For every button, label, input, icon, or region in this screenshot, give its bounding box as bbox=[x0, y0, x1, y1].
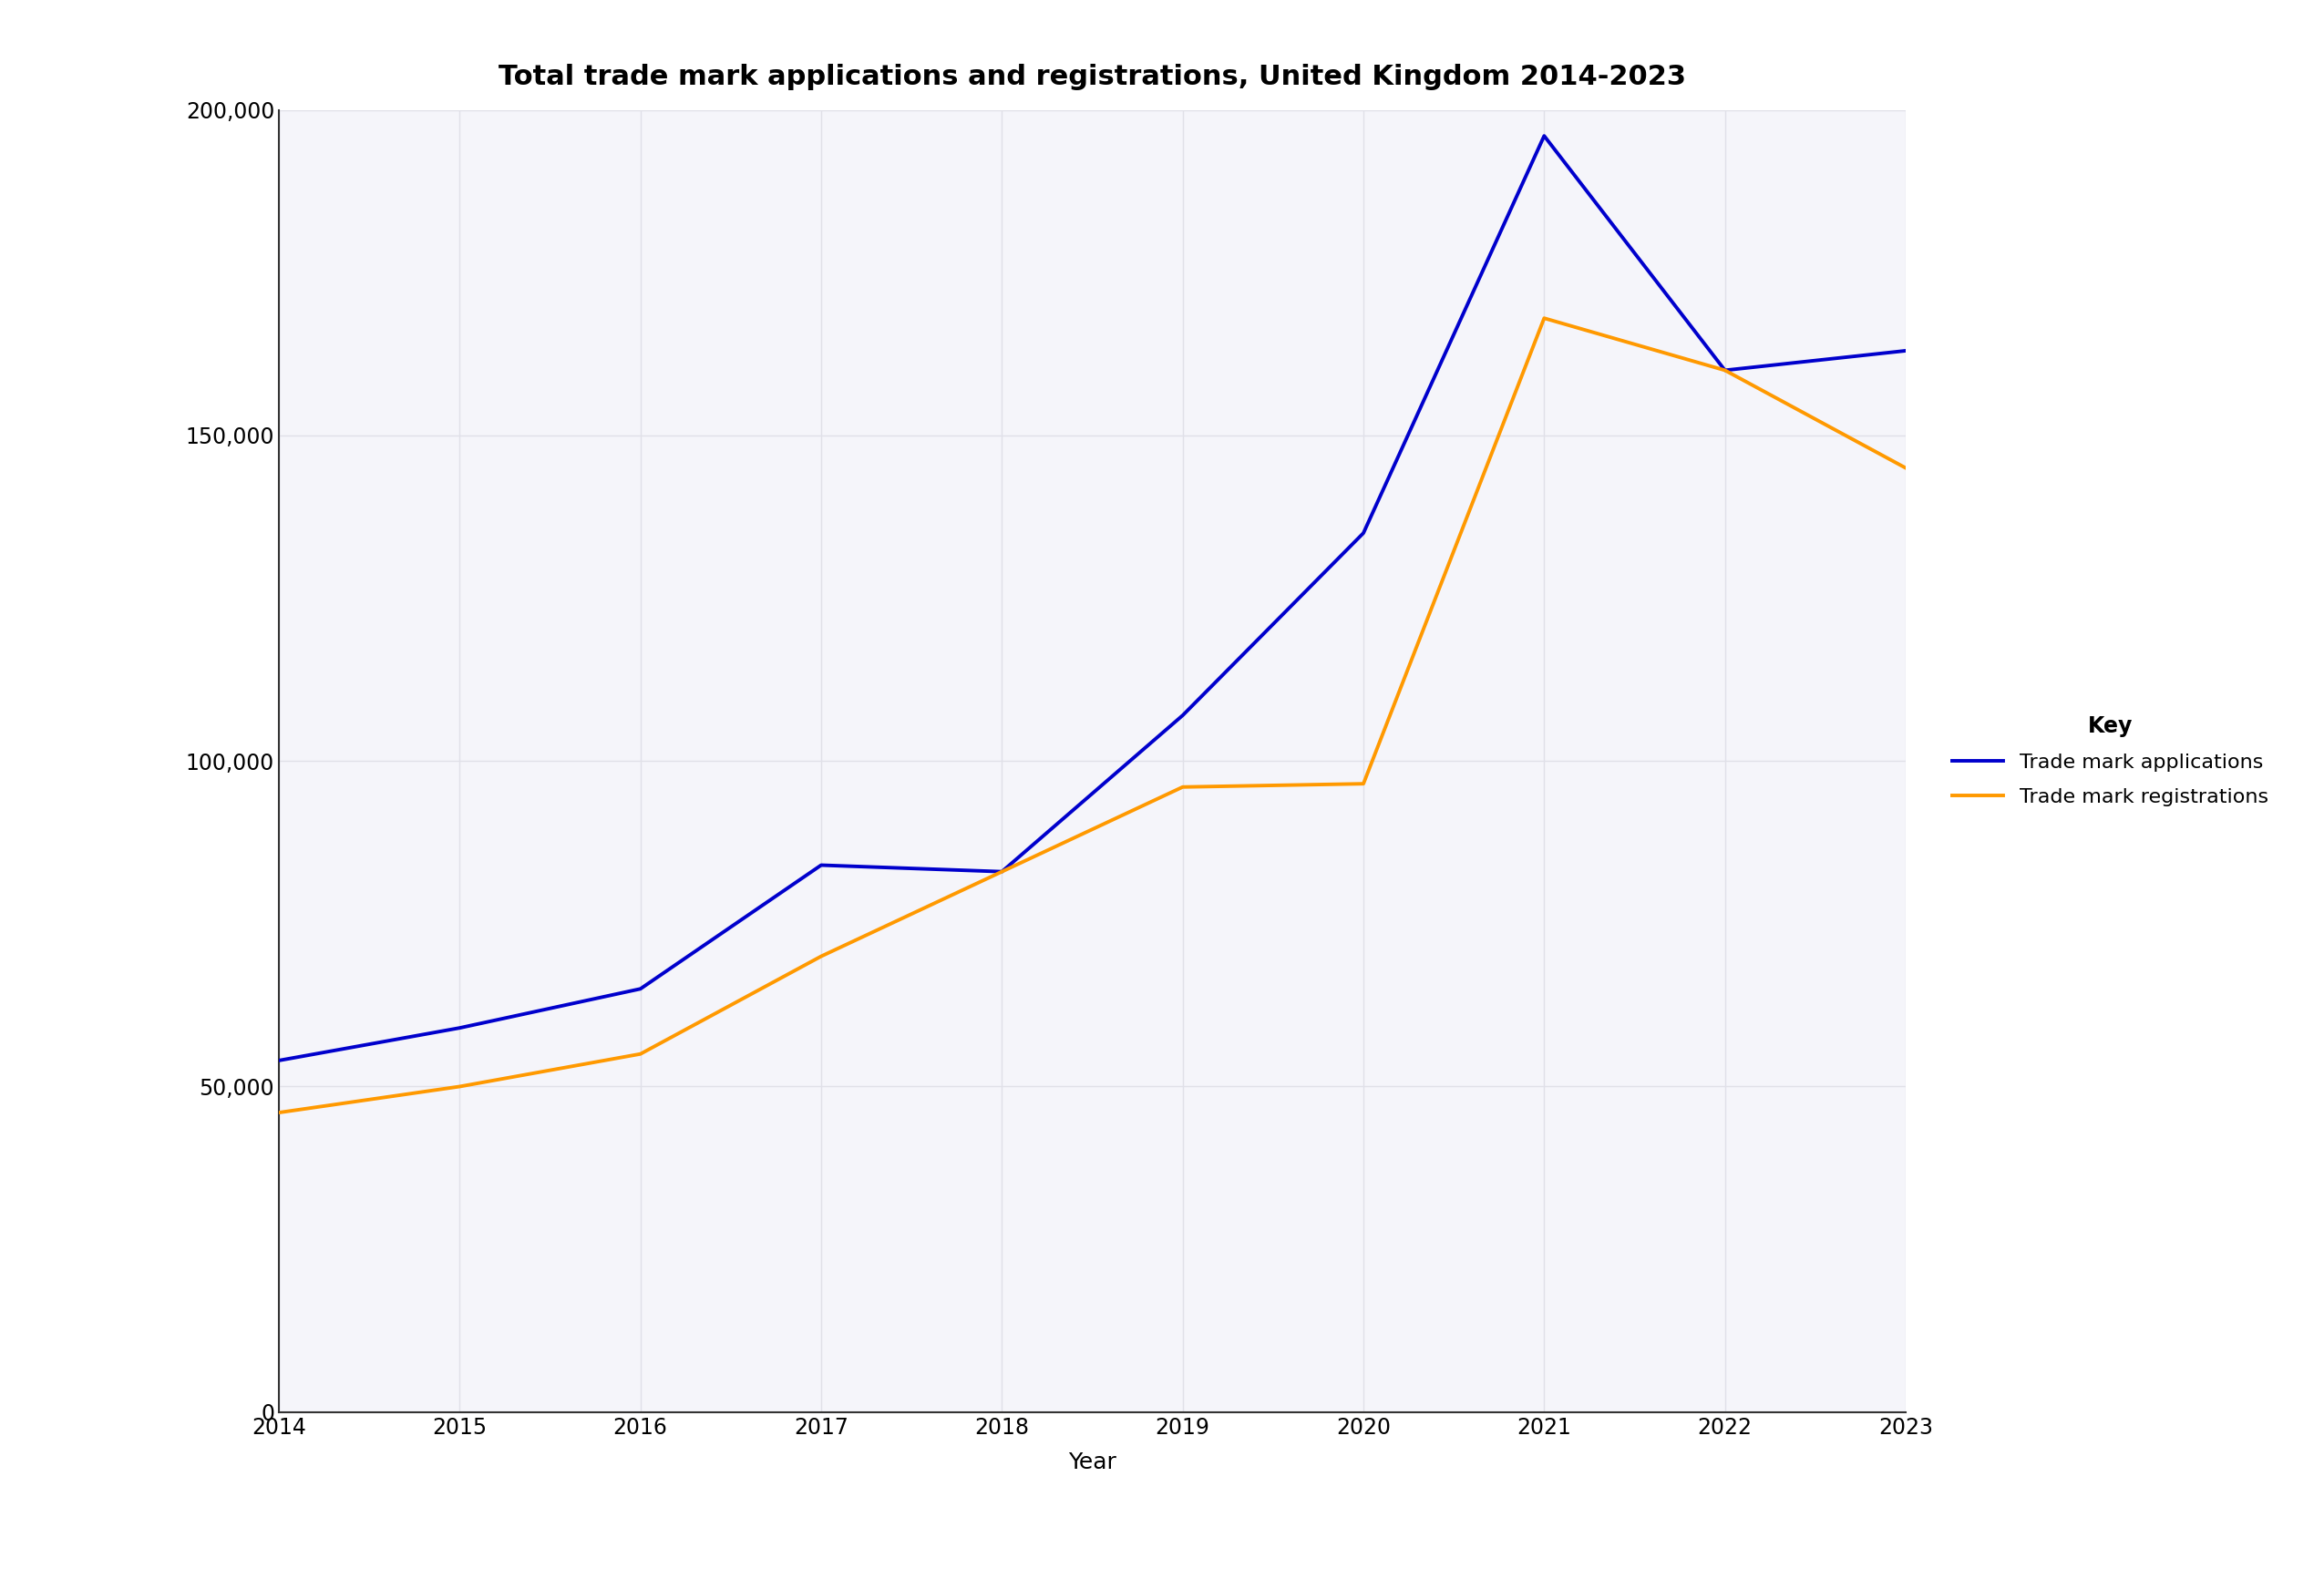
Trade mark applications bbox=[1529, 127, 1557, 146]
Title: Total trade mark applications and registrations, United Kingdom 2014-2023: Total trade mark applications and regist… bbox=[500, 64, 1685, 89]
Trade mark applications bbox=[446, 1018, 474, 1037]
Trade mark applications bbox=[1169, 706, 1197, 725]
Trade mark applications bbox=[1892, 342, 1920, 361]
Legend: Trade mark applications, Trade mark registrations: Trade mark applications, Trade mark regi… bbox=[1931, 695, 2289, 827]
Trade mark registrations bbox=[1892, 458, 1920, 477]
Line: Trade mark registrations: Trade mark registrations bbox=[279, 319, 1906, 1112]
Trade mark registrations bbox=[806, 946, 834, 965]
Trade mark applications bbox=[1350, 524, 1378, 543]
Trade mark applications bbox=[627, 979, 655, 998]
Trade mark applications bbox=[1710, 361, 1738, 380]
Trade mark registrations bbox=[1350, 775, 1378, 794]
Trade mark registrations bbox=[446, 1076, 474, 1095]
Trade mark applications bbox=[988, 863, 1016, 882]
Trade mark applications bbox=[806, 855, 834, 874]
X-axis label: Year: Year bbox=[1069, 1451, 1116, 1473]
Line: Trade mark applications: Trade mark applications bbox=[279, 137, 1906, 1061]
Trade mark applications bbox=[265, 1051, 293, 1070]
Trade mark registrations bbox=[1169, 778, 1197, 797]
Trade mark registrations bbox=[627, 1045, 655, 1064]
Trade mark registrations bbox=[988, 863, 1016, 882]
Trade mark registrations bbox=[265, 1103, 293, 1122]
Trade mark registrations bbox=[1710, 361, 1738, 380]
Trade mark registrations bbox=[1529, 309, 1557, 328]
